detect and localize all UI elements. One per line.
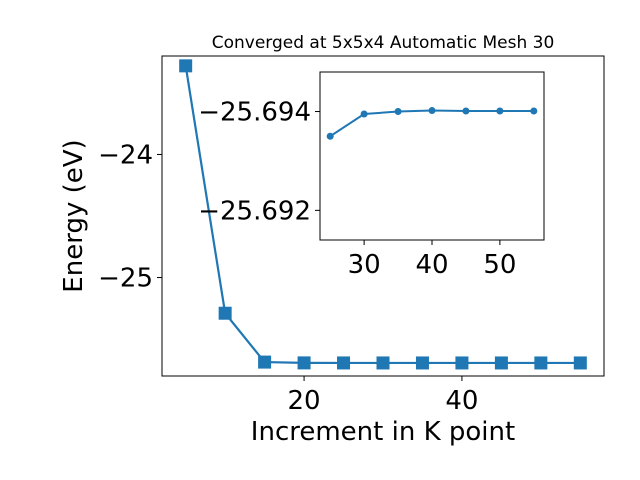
inset-x-tick-label: 30 — [348, 250, 381, 280]
main-data-point — [415, 356, 429, 370]
inset-series — [326, 107, 538, 140]
main-series — [179, 59, 587, 370]
main-y-ticks: −25 −24 — [98, 140, 162, 294]
inset-x-tick-label: 40 — [415, 250, 448, 280]
inset-data-point — [530, 107, 538, 115]
main-data-point — [534, 356, 548, 370]
y-axis-label: Energy (eV) — [59, 139, 89, 292]
inset-y-tick-label: −25.694 — [198, 98, 311, 128]
inset-data-point — [326, 132, 334, 140]
main-x-tick-label: 40 — [445, 386, 478, 416]
main-data-point — [376, 356, 390, 370]
main-y-tick-label: −25 — [98, 264, 153, 294]
main-data-point — [297, 356, 311, 370]
inset-data-point — [360, 110, 368, 118]
main-x-tick-label: 20 — [288, 386, 321, 416]
inset-data-point — [462, 107, 470, 115]
main-data-point — [494, 356, 508, 370]
inset-y-ticks: −25.692 −25.694 — [198, 98, 320, 226]
main-data-point — [337, 356, 351, 370]
x-axis-label: Increment in K point — [251, 417, 515, 447]
main-data-point — [218, 306, 232, 320]
inset-plot-frame — [319, 71, 545, 241]
inset-y-tick-label: −25.692 — [198, 196, 311, 226]
chart-title: Converged at 5x5x4 Automatic Mesh 30 — [212, 33, 555, 53]
inset-x-ticks: 30 40 50 — [348, 240, 516, 280]
main-data-point — [455, 356, 469, 370]
inset-axes: −25.692 −25.694 30 40 50 — [198, 71, 545, 280]
main-y-tick-label: −24 — [98, 140, 153, 170]
main-data-point — [573, 356, 587, 370]
main-x-ticks: 20 40 — [288, 376, 478, 416]
inset-data-point — [428, 107, 436, 115]
main-data-point — [258, 355, 272, 369]
inset-data-point — [496, 107, 504, 115]
inset-data-point — [394, 108, 402, 116]
inset-x-tick-label: 50 — [483, 250, 516, 280]
main-data-point — [179, 59, 193, 73]
